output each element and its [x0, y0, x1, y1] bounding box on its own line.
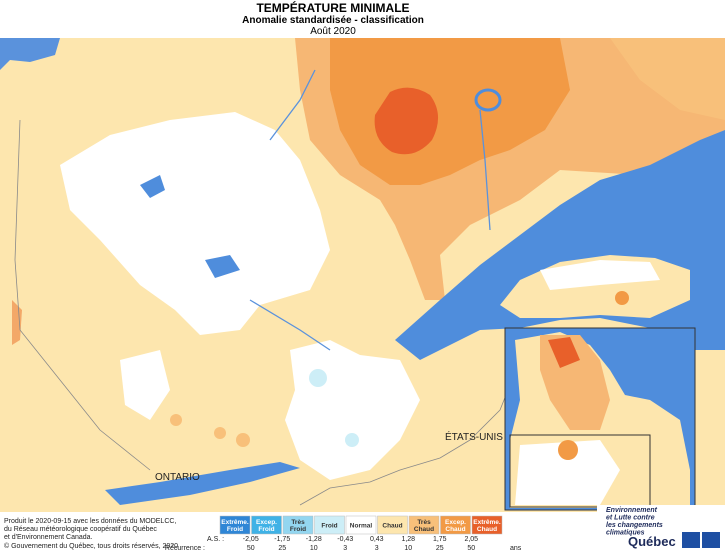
legend-label: Normal — [350, 523, 373, 530]
zone-tres-chaud — [170, 414, 182, 426]
legend-swatch — [440, 515, 471, 535]
threshold: 1,75 — [433, 536, 447, 543]
threshold: -0,43 — [337, 536, 353, 543]
threshold: -2,05 — [243, 536, 259, 543]
zone-tres-chaud — [236, 433, 250, 447]
border — [14, 119, 151, 471]
logo-ministry: les changements — [606, 522, 663, 529]
legend-label: Froid — [258, 526, 274, 533]
legend-label: Très — [417, 519, 431, 526]
reservoir — [474, 88, 502, 112]
legend-swatch — [408, 515, 440, 535]
recurrence: 25 — [278, 545, 286, 552]
recurrence: 3 — [343, 545, 347, 552]
recurrence: 10 — [310, 545, 318, 552]
legend-label: Froid — [227, 526, 243, 533]
inset-map — [504, 327, 696, 511]
legend-label: Très — [291, 519, 305, 526]
subtitle: Anomalie standardisée - classification — [242, 15, 424, 26]
recurrence: 50 — [247, 545, 255, 552]
zone-excep-chaud — [615, 291, 629, 305]
legend-label: Froid — [290, 526, 306, 533]
flag — [702, 532, 720, 548]
logo-ministry: et Lutte contre — [606, 515, 655, 522]
legend-label: Froid — [321, 523, 337, 530]
legend-swatch — [219, 515, 251, 535]
river — [479, 109, 491, 231]
legend-swatch — [377, 515, 408, 535]
legend-swatch — [282, 515, 314, 535]
zone-tres-chaud — [610, 38, 725, 120]
zone-normal — [120, 350, 170, 420]
zone-froid — [309, 369, 327, 387]
period: Août 2020 — [310, 26, 356, 37]
credit-line: © Gouvernement du Québec, tous droits ré… — [4, 542, 178, 550]
legend-label: Chaud — [477, 526, 497, 533]
zone-tres-chaud — [12, 300, 22, 345]
label-usa: ÉTATS-UNIS — [445, 430, 503, 443]
lake — [205, 255, 240, 278]
recurrence: 10 — [404, 545, 412, 552]
legend-label: Excep. — [256, 519, 277, 526]
recurrence-unit: ans — [510, 545, 522, 552]
flag — [682, 532, 700, 548]
inset-zone — [515, 440, 620, 505]
bay — [0, 38, 60, 70]
recurrence-label: Récurrence : — [165, 545, 205, 552]
threshold: -1,28 — [306, 536, 322, 543]
legend-swatch — [471, 515, 503, 535]
title: TEMPÉRATURE MINIMALE — [256, 0, 409, 15]
zone-extreme-chaud — [374, 87, 439, 155]
threshold: 0,43 — [370, 536, 384, 543]
border — [299, 359, 521, 506]
zone-froid — [345, 433, 359, 447]
legend-label: Excep. — [445, 519, 466, 526]
legend-label: Extrême. — [221, 519, 249, 526]
zone-normal — [60, 112, 330, 335]
legend-label: Extrême. — [473, 519, 501, 526]
river — [269, 69, 316, 141]
credits: Produit le 2020-09-15 avec les données d… — [4, 518, 178, 550]
threshold: 2,05 — [464, 536, 478, 543]
recurrence: 50 — [467, 545, 475, 552]
legend-swatch — [251, 515, 282, 535]
credit-line: Produit le 2020-09-15 avec les données d… — [4, 518, 176, 525]
lake — [140, 175, 165, 198]
zone-normal — [540, 260, 660, 290]
river — [249, 299, 331, 351]
credit-line: du Réseau météorologique coopératif du Q… — [4, 526, 157, 533]
inset-zone — [548, 337, 580, 368]
logo-ministry: climatiques — [606, 530, 645, 537]
recurrence: 25 — [436, 545, 444, 552]
inset-extent — [509, 434, 651, 508]
recurrence: 3 — [375, 545, 379, 552]
legend-label: Chaud — [382, 523, 402, 530]
logo-ministry: Environnement — [606, 507, 658, 514]
legend-swatch — [314, 515, 345, 535]
label-ontario: ONTARIO — [155, 472, 200, 483]
legend-label: Chaud — [414, 526, 434, 533]
logo-name: Québec — [628, 534, 676, 549]
zone-tres-chaud — [214, 427, 226, 439]
threshold: 1,28 — [401, 536, 415, 543]
as-label: A.S. : — [207, 536, 224, 543]
map: ÉTATS-UNIS ONTARIO — [0, 38, 725, 512]
inset-zone — [558, 440, 578, 460]
legend-swatch — [345, 515, 377, 535]
threshold: -1,75 — [274, 536, 290, 543]
credit-line: et d'Environnement Canada. — [4, 534, 93, 541]
lake — [105, 462, 300, 505]
legend-label: Chaud — [445, 526, 465, 533]
